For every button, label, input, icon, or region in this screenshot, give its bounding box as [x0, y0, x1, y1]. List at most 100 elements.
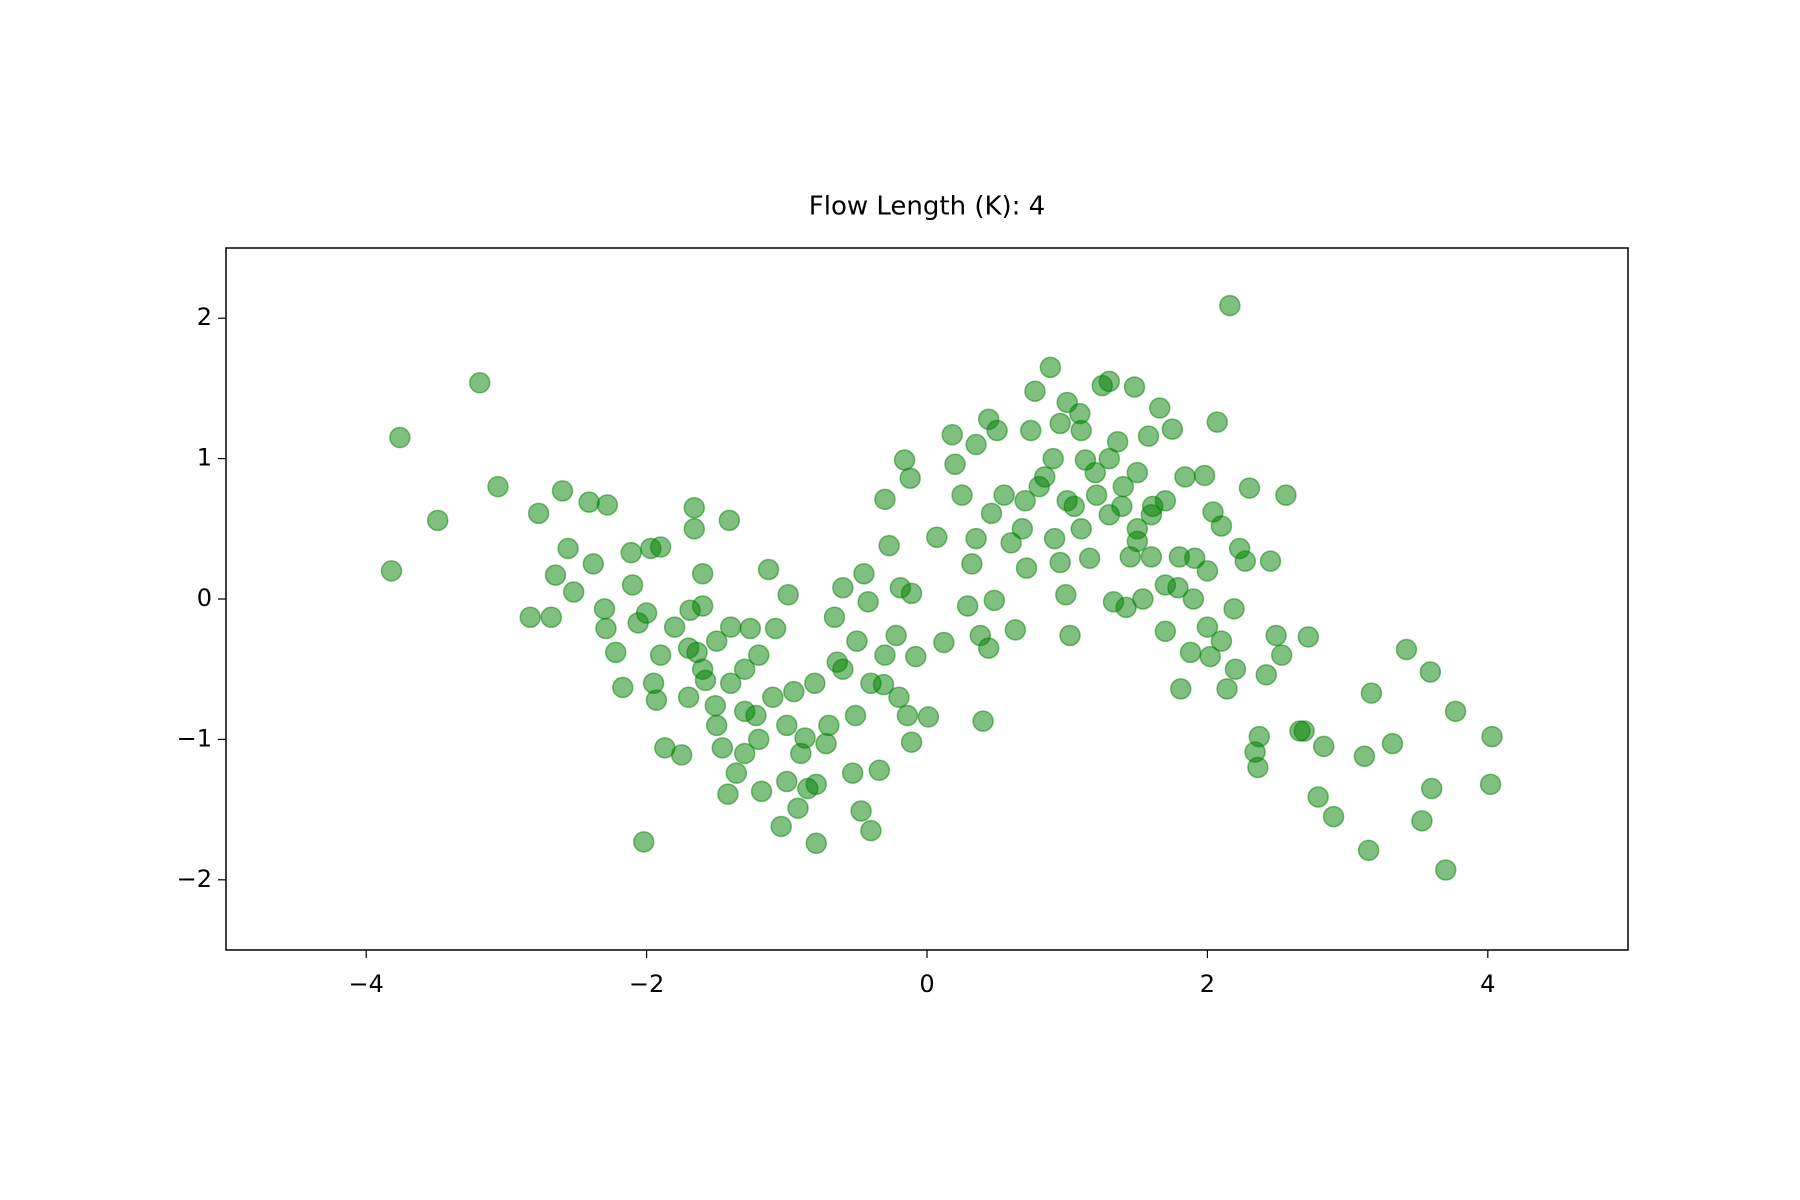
plot-frame: [225, 247, 1629, 951]
scatter-point: [1098, 447, 1121, 470]
scatter-point: [1042, 447, 1064, 470]
scatter-point: [426, 509, 449, 532]
scatter-point: [1210, 515, 1233, 537]
scatter-point: [578, 491, 600, 513]
scatter-point: [1070, 518, 1092, 540]
scatter-point: [620, 541, 642, 564]
scatter-point: [764, 617, 787, 640]
scatter-point: [777, 584, 799, 606]
scatter-point: [983, 589, 1006, 612]
scatter-point: [633, 831, 655, 853]
scatter-point: [1049, 551, 1071, 574]
scatter-point: [1055, 584, 1077, 606]
scatter-point: [519, 606, 541, 629]
scatter-point: [717, 783, 739, 805]
scatter-point: [670, 744, 693, 766]
scatter-point: [645, 689, 668, 711]
scatter-point: [469, 372, 491, 394]
scatter-point: [823, 606, 846, 629]
scatter-point: [899, 467, 921, 490]
scatter-point: [1179, 641, 1202, 664]
scatter-point: [605, 641, 627, 664]
y-tick-label: 0: [197, 584, 212, 612]
scatter-point: [540, 606, 563, 629]
scatter-point: [1353, 745, 1376, 767]
scatter-point: [1019, 419, 1042, 442]
x-tick-label: 2: [1200, 970, 1215, 998]
scatter-point: [663, 616, 686, 638]
scatter-point: [1078, 547, 1101, 570]
scatter-point: [1043, 527, 1066, 550]
scatter-point: [1056, 391, 1078, 414]
scatter-point: [1126, 461, 1149, 484]
scatter-point: [1247, 756, 1269, 779]
scatter-point: [1196, 616, 1219, 638]
y-tick-label: 1: [197, 444, 212, 472]
scatter-point: [1196, 560, 1219, 582]
scatter-point: [1011, 518, 1034, 540]
scatter-point: [1004, 619, 1027, 641]
scatter-point: [972, 710, 994, 732]
scatter-point: [1056, 489, 1078, 512]
scatter-point: [748, 728, 770, 751]
scatter-point: [1161, 418, 1184, 440]
scatter-point: [527, 502, 550, 525]
scatter-point: [1293, 720, 1315, 742]
scatter-point: [1216, 678, 1238, 700]
scatter-point: [900, 731, 923, 753]
scatter-point: [683, 496, 706, 519]
scatter-point: [888, 686, 910, 709]
scatter-point: [1223, 598, 1245, 620]
scatter-point: [691, 562, 714, 585]
scatter-point: [1270, 644, 1293, 666]
scatter-point: [1206, 411, 1228, 433]
scatter-point: [790, 742, 812, 765]
scatter-point: [857, 591, 879, 613]
scatter-point: [993, 484, 1015, 506]
scatter-point: [1224, 658, 1247, 680]
scatter-point: [595, 617, 617, 640]
scatter-point: [1085, 484, 1108, 506]
scatter-point: [1119, 546, 1142, 568]
scatter-point: [776, 770, 798, 793]
y-tick-label: −2: [177, 865, 212, 893]
scatter-point: [649, 644, 672, 666]
scatter-point: [1479, 773, 1502, 796]
scatter-point: [1028, 475, 1050, 498]
scatter-point: [1275, 484, 1297, 506]
scatter-point: [1059, 624, 1081, 647]
scatter-point: [1000, 532, 1022, 554]
scatter-point: [893, 449, 916, 471]
scatter-point: [691, 658, 714, 680]
scatter-point: [804, 672, 826, 694]
scatter-point: [1140, 546, 1163, 568]
chart-title: Flow Length (K): 4: [809, 192, 1045, 222]
scatter-point: [683, 518, 706, 540]
scatter-point: [1024, 380, 1046, 402]
scatter-point: [1168, 546, 1191, 568]
scatter-point: [725, 762, 748, 784]
scatter-point: [868, 759, 891, 782]
scatter-point: [961, 553, 983, 575]
scatter-point: [860, 819, 882, 842]
scatter-point: [557, 537, 579, 560]
scatter-point: [1148, 397, 1171, 419]
scatter-point: [677, 637, 700, 659]
scatter-point: [1444, 700, 1467, 723]
scatter-point: [1219, 294, 1241, 317]
scatter-point: [718, 509, 741, 532]
scatter-point: [1115, 596, 1137, 619]
scatter-point: [965, 433, 987, 456]
scatter-point: [1014, 489, 1036, 512]
scatter-point: [1248, 725, 1271, 748]
scatter-point: [1140, 504, 1163, 526]
scatter-point: [1154, 574, 1177, 596]
scatter-point: [1259, 550, 1282, 572]
scatter-point: [733, 658, 756, 680]
scatter-point: [677, 686, 700, 709]
scatter-point: [933, 631, 955, 654]
scatter-point: [926, 526, 948, 548]
scatter-point: [1015, 557, 1038, 579]
